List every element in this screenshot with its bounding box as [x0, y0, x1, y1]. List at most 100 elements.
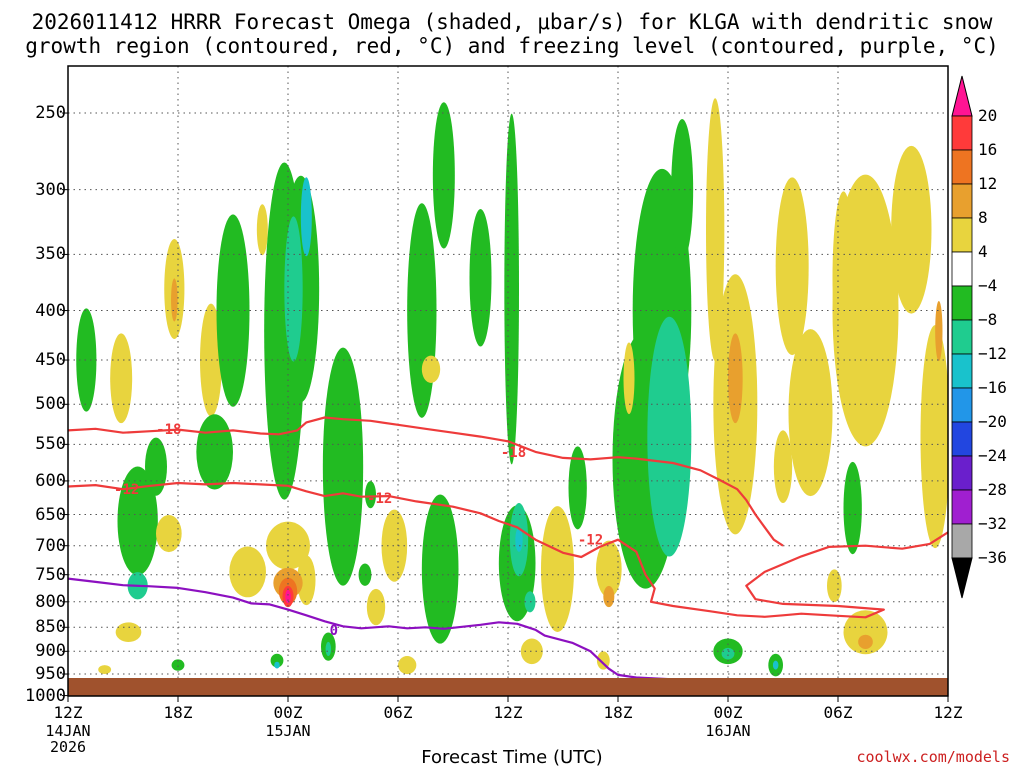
colorbar-segment-8 — [951, 353, 973, 389]
omega-region-21 — [335, 531, 351, 584]
omega-region-37 — [568, 446, 587, 530]
omega-region-42 — [671, 118, 694, 261]
colorbar-segment-12 — [951, 489, 973, 525]
colorbar-tick-label: −8 — [978, 310, 998, 329]
omega-region-12 — [229, 546, 266, 598]
y-tick-label: 500 — [35, 394, 66, 415]
colorbar-segment-10 — [951, 421, 973, 457]
chart-title-line-1: 2026011412 HRRR Forecast Omega (shaded, … — [31, 10, 993, 34]
omega-region-32 — [381, 509, 408, 582]
dgz-label-3: -18 — [501, 445, 526, 461]
y-tick-label: 650 — [35, 504, 66, 525]
colorbar-tick-label: −12 — [978, 344, 1007, 363]
omega-region-55 — [843, 610, 888, 655]
colorbar-triangle-bottom — [951, 557, 973, 599]
x-axis-title: Forecast Time (UTC) — [421, 747, 603, 768]
omega-region-65 — [603, 585, 615, 608]
x-tick-label: 12Z — [933, 703, 963, 722]
y-tick-label: 300 — [35, 179, 66, 200]
omega-region-60 — [284, 216, 303, 362]
x-tick-label: 00Z — [713, 703, 743, 722]
omega-region-16 — [270, 653, 284, 668]
omega-region-0 — [76, 308, 97, 412]
credit-text: coolwx.com/models — [856, 748, 1010, 766]
colorbar-triangle-top — [951, 75, 973, 117]
colorbar-tick-label: 12 — [978, 174, 998, 193]
omega-region-53 — [920, 325, 948, 549]
dgz-label-0: -18 — [156, 422, 181, 438]
omega-region-77 — [285, 589, 291, 604]
omega-region-35 — [520, 638, 543, 665]
x-date-label: 2026 — [49, 738, 87, 756]
colorbar-segment-1 — [951, 115, 973, 151]
terrain-ground-band — [68, 678, 948, 696]
y-tick-label: 700 — [35, 535, 66, 556]
y-tick-label: 1000 — [25, 685, 66, 706]
omega-region-70 — [858, 634, 873, 650]
omega-region-43 — [623, 342, 635, 415]
omega-region-38 — [596, 540, 622, 598]
plot-frame — [67, 65, 949, 697]
omega-region-74 — [515, 527, 523, 552]
colorbar-tick-label: −20 — [978, 412, 1007, 431]
omega-region-62 — [325, 641, 332, 657]
omega-region-31 — [421, 355, 441, 383]
contour-dgz_minus12 — [68, 481, 948, 619]
colorbar-tick-label: −32 — [978, 514, 1007, 533]
x-tick-label: 12Z — [493, 703, 523, 722]
x-tick-label: 00Z — [273, 703, 303, 722]
colorbar-segment-6 — [951, 285, 973, 321]
omega-region-26 — [398, 656, 417, 675]
x-date-label: 14JAN — [45, 722, 91, 740]
omega-region-75 — [772, 660, 779, 670]
y-tick-label: 350 — [35, 244, 66, 265]
colorbar-segment-13 — [951, 523, 973, 559]
colorbar-segment-5 — [951, 251, 973, 287]
colorbar-segment-4 — [951, 217, 973, 253]
omega-region-49 — [773, 430, 793, 503]
x-tick-label: 18Z — [163, 703, 193, 722]
omega-region-13 — [256, 204, 268, 256]
y-tick-label: 450 — [35, 350, 66, 371]
omega-region-11 — [196, 414, 234, 490]
colorbar-tick-label: 4 — [978, 242, 988, 261]
omega-region-27 — [421, 494, 459, 644]
y-tick-label: 950 — [35, 664, 66, 685]
omega-region-30 — [469, 209, 492, 347]
omega-region-57 — [832, 191, 855, 365]
omega-region-8 — [171, 659, 185, 671]
colorbar — [951, 75, 973, 599]
omega-region-59 — [171, 278, 178, 322]
contour-freezing_0 — [68, 577, 729, 691]
omega-region-29 — [432, 102, 455, 249]
y-tick-label: 800 — [35, 591, 66, 612]
x-tick-label: 18Z — [603, 703, 633, 722]
colorbar-segment-9 — [951, 387, 973, 423]
freezing-level-label: 0 — [330, 623, 338, 639]
colorbar-tick-label: −24 — [978, 446, 1007, 465]
colorbar-tick-label: −16 — [978, 378, 1007, 397]
colorbar-tick-label: 20 — [978, 106, 998, 125]
x-tick-label: 12Z — [53, 703, 83, 722]
omega-region-66 — [647, 316, 692, 557]
omega-region-36 — [541, 506, 574, 632]
omega-region-3 — [110, 333, 133, 424]
colorbar-tick-label: 8 — [978, 208, 988, 227]
omega-region-69 — [935, 300, 943, 362]
y-tick-label: 400 — [35, 300, 66, 321]
colorbar-segment-7 — [951, 319, 973, 355]
y-tick-label: 850 — [35, 617, 66, 638]
colorbar-tick-label: 16 — [978, 140, 998, 159]
y-tick-label: 550 — [35, 434, 66, 455]
omega-region-4 — [156, 514, 182, 553]
omega-region-33 — [504, 113, 519, 465]
omega-region-25 — [366, 588, 386, 626]
y-tick-label: 250 — [35, 103, 66, 124]
omega-region-72 — [274, 661, 280, 669]
omega-region-48 — [775, 177, 809, 356]
dgz-label-4: -12 — [578, 533, 603, 549]
omega-region-24 — [365, 481, 376, 509]
omega-region-50 — [788, 329, 833, 497]
omega-region-7 — [98, 665, 112, 675]
